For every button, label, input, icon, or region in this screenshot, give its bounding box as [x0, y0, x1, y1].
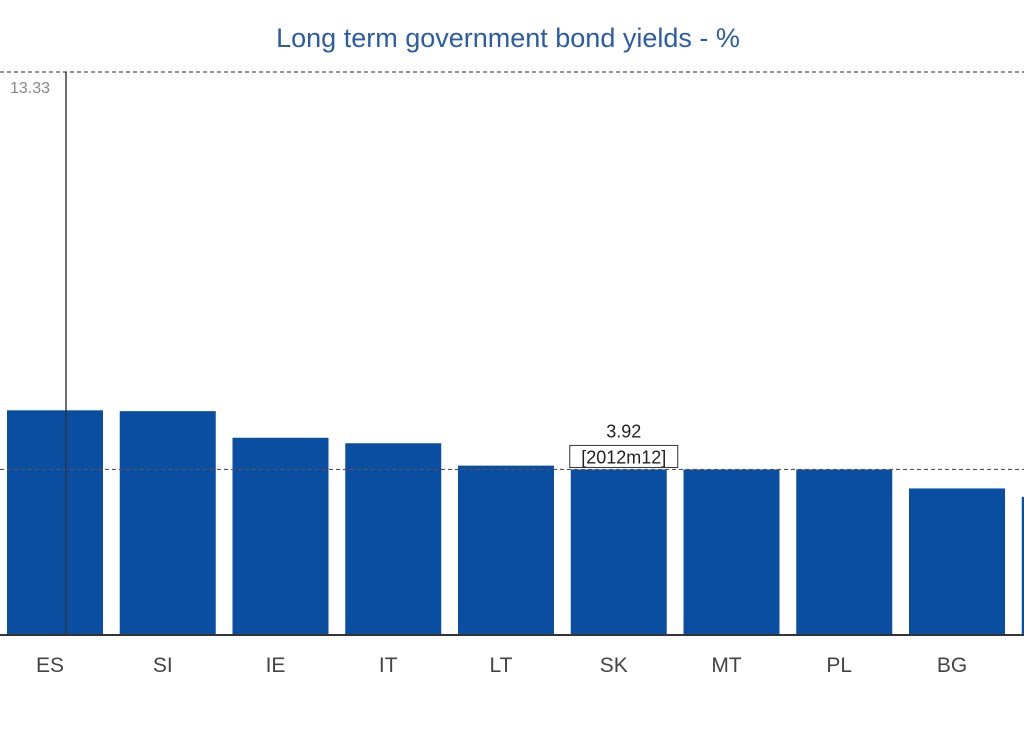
bar-pl[interactable] — [796, 469, 893, 635]
selected-value-annotation-box — [569, 444, 679, 468]
chart-title: Long term government bond yields - % — [276, 23, 740, 53]
bar-mt[interactable] — [683, 469, 780, 635]
max-reference-label: 13.33 — [10, 80, 50, 97]
bar-clipped-edge — [1021, 496, 1024, 635]
bar-si[interactable] — [119, 411, 216, 635]
x-tick-label-ie: IE — [266, 654, 286, 677]
bar-lt[interactable] — [458, 465, 554, 635]
selected-value-label: 3.92 — [606, 421, 641, 441]
bars-layer — [7, 410, 1024, 635]
bar-sk[interactable] — [570, 469, 667, 635]
x-tick-label-lt: LT — [490, 654, 513, 677]
bar-es[interactable] — [7, 410, 103, 635]
bar-it[interactable] — [345, 443, 442, 635]
x-tick-label-mt: MT — [711, 654, 741, 677]
x-tick-label-sk: SK — [600, 654, 628, 677]
x-tick-label-bg: BG — [937, 654, 967, 677]
x-tick-label-es: ES — [36, 654, 64, 677]
x-tick-label-it: IT — [379, 654, 398, 677]
x-tick-label-si: SI — [153, 654, 173, 677]
x-axis-tick-labels: ES SI IE IT LT SK MT PL BG — [36, 654, 967, 677]
x-tick-label-pl: PL — [826, 654, 852, 677]
bar-ie[interactable] — [232, 437, 329, 635]
selected-period-label: [2012m12] — [581, 447, 666, 467]
bar-bg[interactable] — [909, 488, 1005, 635]
